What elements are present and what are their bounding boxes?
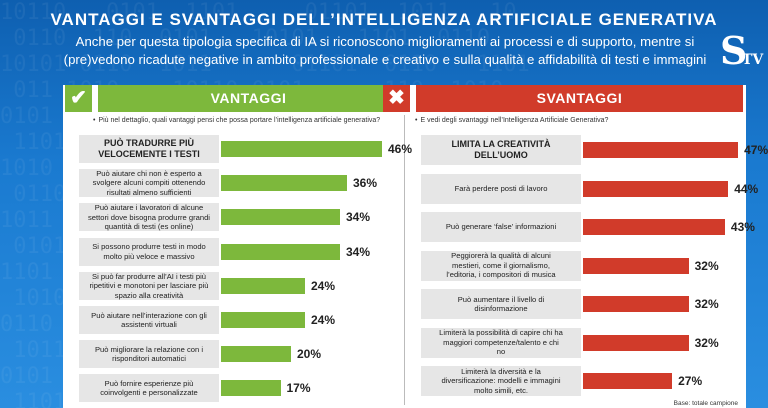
disadvantage-value-4: 32% xyxy=(694,258,719,273)
disadvantage-value-1: 47% xyxy=(744,143,768,157)
disadvantage-label-2: Farà perdere posti di lavoro xyxy=(421,173,581,204)
advantage-bar-6 xyxy=(221,312,305,328)
advantage-value-2: 36% xyxy=(353,176,378,191)
logo-tv: TV xyxy=(742,52,764,68)
advantage-bar-1 xyxy=(221,141,382,157)
disadvantage-bar-6 xyxy=(583,334,689,351)
disadvantage-label-6: Limiterà la possibilità di capire chi ha… xyxy=(421,327,581,358)
disadvantage-value-6: 32% xyxy=(694,335,719,350)
subtitle-line-1: Anche per questa tipologia specifica di … xyxy=(75,34,695,49)
advantage-bar-2 xyxy=(221,175,347,192)
advantage-label-2: Può aiutare chi non è esperto a svolgere … xyxy=(79,169,219,198)
subtitle-line-2: (pre)vedono ricadute negative in ambito … xyxy=(63,52,707,67)
disadvantage-bar-4 xyxy=(583,257,689,274)
disadvantage-bar-3 xyxy=(583,219,725,235)
disadvantage-label-3: Può generare ‘false’ informazioni xyxy=(421,212,581,242)
disadvantage-label-7: Limiterà la diversità e la diversificazio… xyxy=(421,366,581,396)
advantage-label-6: Può aiutare nell’interazione con gli assi… xyxy=(79,306,219,334)
advantage-bar-5 xyxy=(221,277,305,294)
disadvantages-question: E vedi degli svantaggi nell’Intelligenza… xyxy=(415,117,608,124)
disadvantage-label-1: LIMITA LA CREATIVITÀ DELL’UOMO xyxy=(421,135,581,165)
advantage-bar-7 xyxy=(221,346,291,363)
advantage-label-8: Può fornire esperienze più coinvolgenti e… xyxy=(79,374,219,403)
disadvantage-value-7: 27% xyxy=(678,374,703,388)
advantage-label-4: Si possono produrre testi in modo molto p… xyxy=(79,237,219,266)
advantage-value-6: 24% xyxy=(311,313,336,327)
advantage-bar-3 xyxy=(221,209,340,226)
disadvantage-bar-5 xyxy=(583,296,689,312)
advantage-label-5: Si può far produrre all’AI i testi più ri… xyxy=(79,272,219,300)
advantage-value-3: 34% xyxy=(346,210,371,225)
page-title: VANTAGGI E SVANTAGGI DELL’INTELLIGENZA A… xyxy=(50,10,718,29)
advantage-label-1: PUÒ TRADURRE PIÙ VELOCEMENTE I TESTI xyxy=(79,135,219,163)
logo-letter: S xyxy=(720,28,748,73)
page-subtitle: Anche per questa tipologia specifica di … xyxy=(10,33,760,69)
disadvantage-label-4: Peggiorerà la qualità di alcuni mestieri,… xyxy=(421,250,581,281)
advantages-header: ✔ VANTAGGI xyxy=(65,85,399,112)
disadvantage-value-3: 43% xyxy=(730,220,755,234)
stv-logo: S TV xyxy=(714,28,763,74)
advantages-question: Più nel dettaglio, quali vantaggi pensi … xyxy=(93,117,380,124)
advantage-value-8: 17% xyxy=(286,381,311,396)
disadvantages-title: SVANTAGGI xyxy=(416,85,743,112)
advantage-value-7: 20% xyxy=(297,347,322,362)
advantage-bar-8 xyxy=(221,380,281,397)
advantage-label-3: Può aiutare i lavoratori di alcune settor… xyxy=(79,203,219,232)
disadvantage-bar-7 xyxy=(583,373,673,389)
cross-icon: ✖ xyxy=(383,85,410,112)
check-icon: ✔ xyxy=(65,85,92,112)
advantages-title: VANTAGGI xyxy=(98,85,399,112)
advantage-bar-4 xyxy=(221,243,340,260)
disadvantage-bar-2 xyxy=(583,180,729,197)
disadvantage-bar-1 xyxy=(583,142,739,158)
panel-divider xyxy=(404,115,405,405)
disadvantage-label-5: Può aumentare il livello di disinformazio… xyxy=(421,289,581,319)
base-note: Base: totale campione xyxy=(673,400,738,407)
advantage-value-4: 34% xyxy=(346,244,371,259)
advantage-value-1: 46% xyxy=(388,142,413,156)
advantage-value-5: 24% xyxy=(311,278,336,293)
disadvantages-header: ✖ SVANTAGGI xyxy=(383,85,743,112)
advantage-label-7: Può migliorare la relazione con i rispond… xyxy=(79,340,219,369)
disadvantage-value-2: 44% xyxy=(734,181,759,196)
chart-panel: ✔ VANTAGGI ✖ SVANTAGGI Più nel dettaglio… xyxy=(63,85,768,408)
disadvantage-value-5: 32% xyxy=(694,297,719,311)
